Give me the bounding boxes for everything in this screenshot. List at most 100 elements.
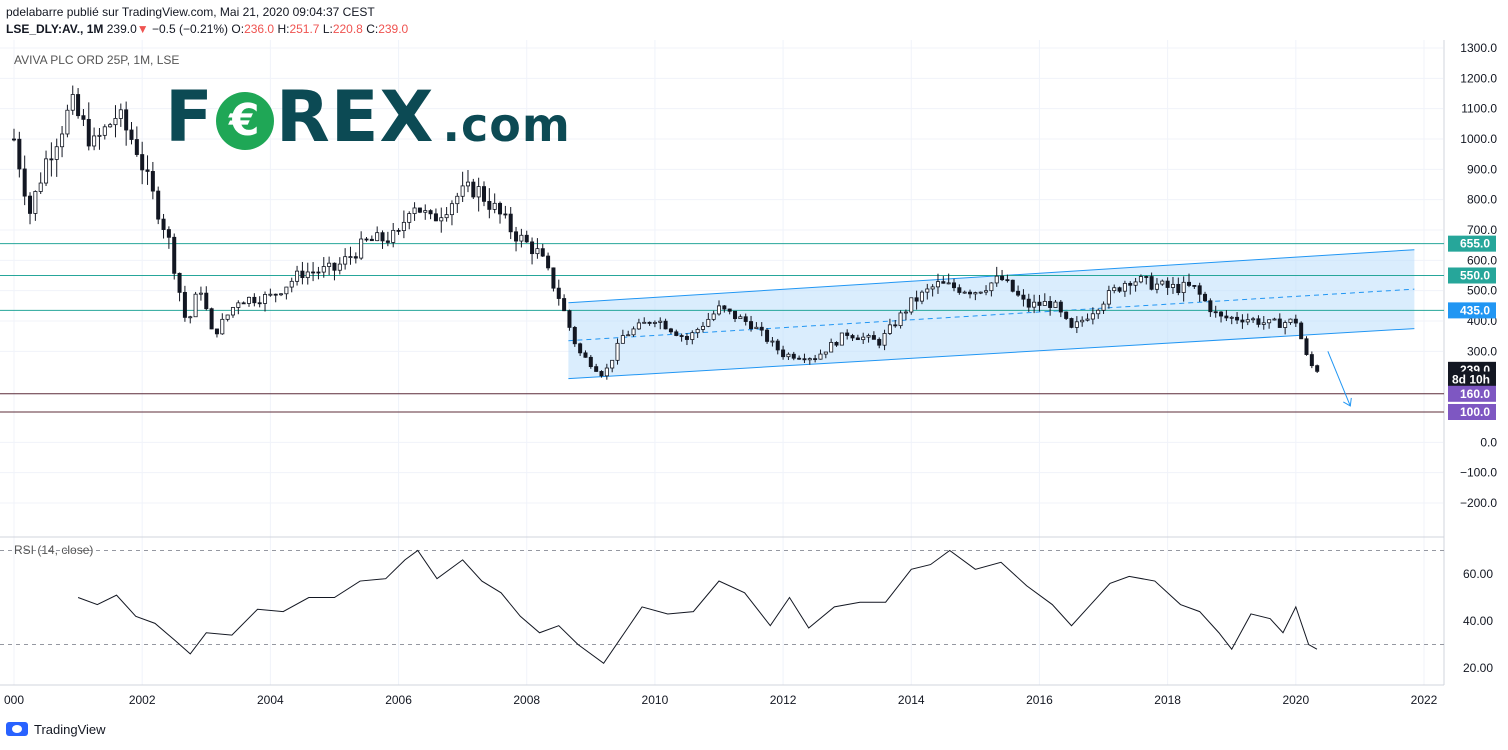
- candle: [385, 240, 390, 243]
- candle: [781, 349, 786, 358]
- candle: [81, 115, 86, 120]
- candle: [156, 190, 161, 220]
- candle: [535, 248, 540, 255]
- candle: [567, 310, 572, 328]
- candle: [754, 326, 759, 330]
- candle: [615, 342, 620, 361]
- candle: [684, 336, 689, 340]
- candle: [177, 272, 182, 293]
- candle: [134, 139, 139, 155]
- candle: [556, 287, 561, 299]
- candle: [407, 213, 412, 223]
- candle: [220, 318, 225, 335]
- candle: [273, 293, 278, 296]
- candle: [1096, 309, 1101, 315]
- candle: [108, 124, 113, 128]
- candle: [1064, 311, 1069, 319]
- candle: [1267, 319, 1272, 324]
- candle: [295, 270, 300, 282]
- candle: [1208, 300, 1213, 313]
- candle: [540, 248, 545, 257]
- candle: [877, 338, 882, 346]
- candle: [166, 229, 171, 238]
- candle: [1138, 276, 1143, 283]
- symbol-ohlc-bar: LSE_DLY:AV., 1M 239.0▼ −0.5 (−0.21%) O:2…: [6, 22, 408, 36]
- y-tick-label: 800.0: [1467, 193, 1497, 207]
- candle: [508, 213, 513, 233]
- open-label: O:: [231, 22, 245, 36]
- candle: [124, 109, 129, 131]
- y-tick-label: 900.0: [1467, 162, 1497, 176]
- candle: [1304, 338, 1309, 355]
- candle: [49, 158, 54, 161]
- candle: [76, 94, 81, 117]
- y-tick-label: 300.0: [1467, 344, 1497, 358]
- candle: [359, 238, 364, 259]
- x-tick-label: 2020: [1282, 693, 1309, 707]
- x-tick-label: 2002: [129, 693, 156, 707]
- candle: [1165, 280, 1170, 288]
- candle: [1160, 280, 1165, 285]
- candle: [1085, 318, 1090, 321]
- candle: [1032, 301, 1037, 308]
- candle: [626, 334, 631, 337]
- candle: [727, 308, 732, 312]
- candle: [599, 371, 604, 377]
- candle: [1309, 354, 1314, 367]
- candle: [401, 221, 406, 232]
- rsi-line: [77, 549, 1318, 665]
- candle: [930, 286, 935, 290]
- candle: [204, 292, 209, 310]
- candle: [1176, 283, 1181, 294]
- price-label: 550.0: [1460, 268, 1490, 282]
- candle: [364, 238, 369, 241]
- candle: [1106, 290, 1111, 305]
- candle: [578, 343, 583, 354]
- candle: [289, 280, 294, 288]
- candle: [658, 320, 663, 323]
- channel-upper-line: [568, 249, 1415, 304]
- candle: [562, 298, 567, 312]
- y-tick-label: −200.0: [1460, 496, 1497, 510]
- candle: [209, 308, 214, 330]
- candle: [182, 291, 187, 318]
- candle: [989, 282, 994, 292]
- candle: [604, 367, 609, 377]
- candle: [610, 359, 615, 369]
- candle: [546, 255, 551, 269]
- candle: [1203, 293, 1208, 302]
- candle: [946, 282, 951, 285]
- candle: [252, 296, 257, 304]
- candle: [391, 229, 396, 243]
- y-tick-label: 0.0: [1480, 435, 1497, 449]
- candle: [866, 335, 871, 338]
- candle: [70, 94, 75, 111]
- open-value: 236.0: [244, 22, 275, 36]
- price-label: 100.0: [1460, 405, 1490, 419]
- high-label: H:: [277, 22, 290, 36]
- high-value: 251.7: [289, 22, 320, 36]
- candle: [172, 236, 177, 274]
- candle: [834, 341, 839, 346]
- candle: [241, 302, 246, 305]
- candle: [236, 302, 241, 308]
- x-tick-label: 000: [4, 693, 24, 707]
- candle: [1149, 276, 1154, 290]
- price-label-box: [1448, 403, 1496, 420]
- candle: [1219, 311, 1224, 317]
- candle: [1277, 318, 1282, 328]
- candle: [380, 232, 385, 242]
- candle: [1010, 279, 1015, 292]
- tradingview-footer[interactable]: TradingView: [6, 722, 106, 737]
- symbol-label[interactable]: LSE_DLY:AV., 1M: [6, 22, 104, 36]
- candle: [1235, 316, 1240, 321]
- x-tick-label: 2014: [898, 693, 925, 707]
- logo-part-rex: REX: [275, 76, 435, 158]
- candle: [1240, 319, 1245, 323]
- candle: [33, 191, 38, 214]
- candle: [722, 305, 727, 310]
- candle: [813, 358, 818, 361]
- candle: [807, 358, 812, 361]
- price-label: 435.0: [1460, 303, 1490, 317]
